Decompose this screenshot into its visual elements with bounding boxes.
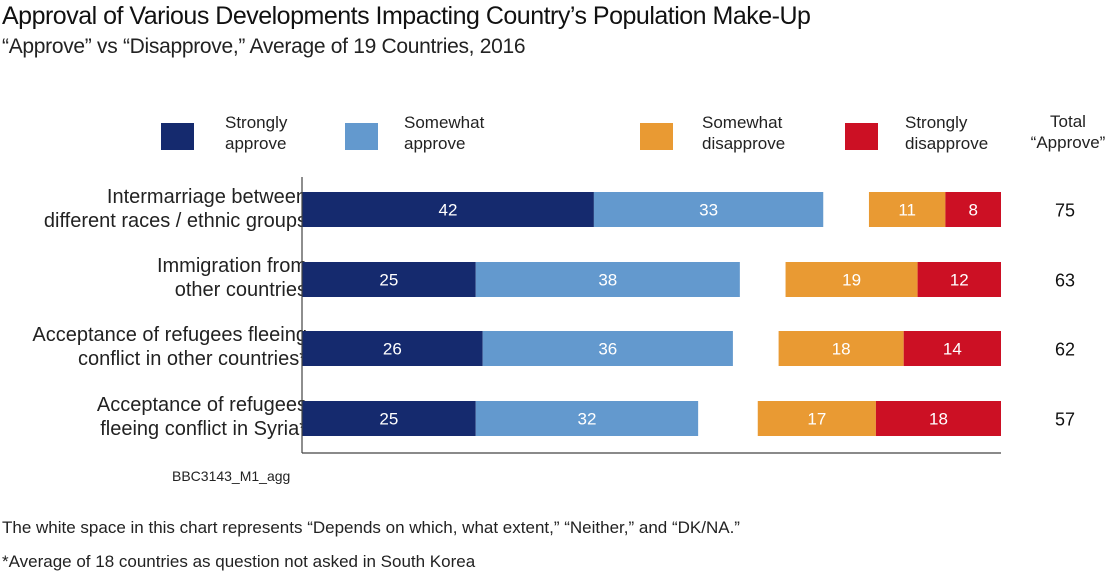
bar-strongly-approve <box>302 331 483 366</box>
chart-title: Approval of Various Developments Impacti… <box>2 2 811 30</box>
legend-label-strongly-disapprove: Strongly disapprove <box>905 113 989 153</box>
row-label-refugees-syria: Acceptance of refugees fleeing conflict … <box>96 394 307 440</box>
legend-swatch-strongly-disapprove <box>845 123 878 150</box>
row-label-intermarriage: Intermarriage between different races / … <box>43 186 307 232</box>
bar-value-label: 17 <box>807 410 826 429</box>
legend-label-strongly-approve: Strongly approve <box>225 113 288 153</box>
note-footnote: *Average of 18 countries as question not… <box>2 552 476 571</box>
row-label-immigration: Immigration from other countries <box>156 255 307 301</box>
bar-somewhat-disapprove <box>868 192 946 227</box>
note-white-space: The white space in this chart represents… <box>2 518 740 537</box>
bar-strongly-approve <box>302 401 476 436</box>
bar-value-label: 8 <box>968 201 977 220</box>
bar-somewhat-disapprove <box>778 331 904 366</box>
bar-value-label: 33 <box>699 201 718 220</box>
bar-strongly-disapprove <box>903 331 1001 366</box>
chart-subtitle: “Approve” vs “Disapprove,” Average of 19… <box>2 35 526 58</box>
bar-strongly-disapprove <box>917 262 1001 297</box>
legend-swatch-strongly-approve <box>161 123 194 150</box>
bar-value-label: 25 <box>379 410 398 429</box>
bar-value-label: 18 <box>832 340 851 359</box>
legend-swatch-somewhat-disapprove <box>640 123 673 150</box>
bar-strongly-approve <box>302 192 594 227</box>
bar-value-label: 42 <box>438 201 457 220</box>
bar-value-label: 32 <box>577 410 596 429</box>
bar-value-label: 12 <box>950 271 969 290</box>
bar-somewhat-approve <box>475 401 699 436</box>
bar-value-label: 25 <box>379 271 398 290</box>
bar-value-label: 18 <box>929 410 948 429</box>
bar-somewhat-disapprove <box>757 401 876 436</box>
total-approve-value: 57 <box>1055 410 1075 430</box>
bar-somewhat-disapprove <box>785 262 918 297</box>
bar-strongly-disapprove <box>875 401 1001 436</box>
bar-value-label: 38 <box>598 271 617 290</box>
legend-label-somewhat-disapprove: Somewhat disapprove <box>702 113 786 153</box>
bar-value-label: 14 <box>943 340 962 359</box>
bar-value-label: 11 <box>898 201 916 220</box>
bar-somewhat-approve <box>475 262 740 297</box>
bar-value-label: 36 <box>598 340 617 359</box>
total-approve-value: 63 <box>1055 271 1075 291</box>
total-approve-value: 62 <box>1055 340 1075 360</box>
bar-strongly-approve <box>302 262 476 297</box>
bar-somewhat-approve <box>482 331 733 366</box>
bar-value-label: 19 <box>842 271 861 290</box>
row-label-refugees-other: Acceptance of refugees fleeing conflict … <box>32 324 307 370</box>
total-approve-header: Total “Approve” <box>1030 112 1106 152</box>
bar-value-label: 26 <box>383 340 402 359</box>
legend-label-somewhat-approve: Somewhat approve <box>404 113 485 153</box>
bar-somewhat-approve <box>593 192 824 227</box>
bar-strongly-disapprove <box>945 192 1001 227</box>
source-code: BBC3143_M1_agg <box>172 468 291 484</box>
legend-swatch-somewhat-approve <box>345 123 378 150</box>
total-approve-value: 75 <box>1055 201 1075 221</box>
